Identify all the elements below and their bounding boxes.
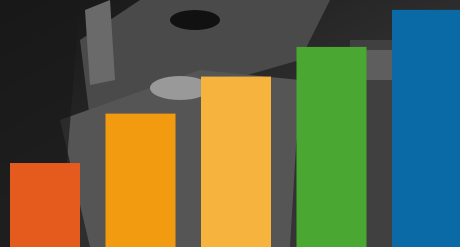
bar <box>10 163 80 247</box>
chart <box>0 0 460 247</box>
bar <box>201 77 271 247</box>
bar <box>392 10 460 247</box>
bar <box>297 47 367 247</box>
bar <box>106 114 176 247</box>
